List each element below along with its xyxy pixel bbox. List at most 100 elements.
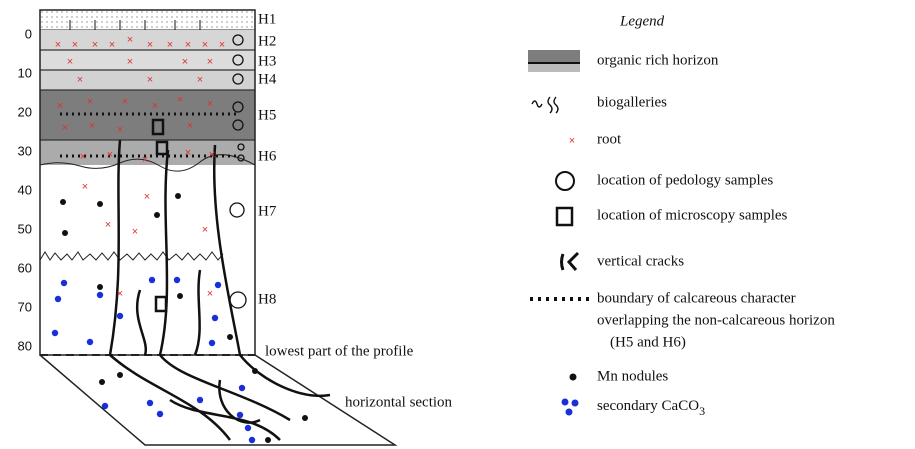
- caco3-nodule: [208, 339, 216, 347]
- depth-label: 70: [18, 299, 32, 314]
- root: ×: [109, 39, 115, 51]
- mn-nodule: [97, 284, 103, 290]
- horizon-label: H5: [258, 107, 276, 123]
- root: ×: [62, 122, 68, 134]
- root: ×: [219, 39, 225, 51]
- root: ×: [185, 147, 191, 159]
- legend-label: biogalleries: [597, 94, 667, 110]
- depth-label: 30: [18, 143, 32, 158]
- depth-label: 40: [18, 182, 32, 197]
- root: ×: [144, 191, 150, 203]
- root: ×: [207, 56, 213, 68]
- horizon-label: H7: [258, 203, 277, 219]
- root: ×: [57, 100, 63, 112]
- pedology-samples: [229, 34, 247, 309]
- legend-symbol: [531, 96, 559, 114]
- caco3-nodule: [148, 276, 156, 284]
- legend: Legend × organic rich horizon biogalleri…: [528, 13, 835, 418]
- section-label: horizontal section: [345, 394, 453, 410]
- calcareous-boundary: [60, 112, 240, 158]
- microscopy-sample: [154, 295, 168, 313]
- caco3-nodule: [116, 312, 124, 320]
- legend-symbol: [555, 171, 575, 191]
- caco3-nodule: [51, 329, 59, 337]
- caco3-nodule: [244, 424, 252, 432]
- mn-nodule: [62, 230, 68, 236]
- mn-nodule: [265, 437, 271, 443]
- depth-label: 80: [18, 338, 32, 353]
- legend-label: organic rich horizon: [597, 52, 719, 68]
- mn-nodule: [154, 212, 160, 218]
- root: ×: [55, 39, 61, 51]
- microscopy-sample: [155, 140, 169, 156]
- legend-label: location of pedology samples: [597, 172, 773, 188]
- root: ×: [77, 74, 83, 86]
- root: ×: [147, 39, 153, 51]
- legend-label: root: [597, 131, 622, 147]
- legend-symbol: [528, 50, 580, 63]
- legend-label: overlapping the non-calcareous horizon: [597, 312, 835, 328]
- root: ×: [187, 120, 193, 132]
- legend-symbol: [528, 63, 580, 72]
- root: ×: [89, 120, 95, 132]
- caco3-nodule: [54, 295, 62, 303]
- depth-label: 60: [18, 260, 32, 275]
- legend-label: vertical cracks: [597, 253, 684, 269]
- caco3-nodule: [146, 399, 154, 407]
- root: ×: [185, 39, 191, 51]
- caco3-nodule: [173, 276, 181, 284]
- legend-label: Mn nodules: [597, 368, 668, 384]
- root: ×: [117, 124, 123, 136]
- horizon-h1: [39, 9, 256, 31]
- legend-label: location of microscopy samples: [597, 207, 788, 223]
- horizon-h4: [40, 70, 255, 90]
- horizon-label: H1: [258, 11, 276, 27]
- bottom-label: lowest part of the profile: [265, 343, 414, 359]
- crack: [108, 139, 242, 356]
- mn-nodule: [177, 293, 183, 299]
- legend-title: Legend: [619, 13, 665, 29]
- root: ×: [152, 100, 158, 112]
- root: ×: [127, 56, 133, 68]
- mn-nodule: [99, 379, 105, 385]
- soil-profile: × × × × × × × × × × × × × × × × × × × × × × × × × × × × × × × × × × × × × × ×: [39, 9, 398, 446]
- legend-symbol: [561, 398, 579, 416]
- crack: [109, 354, 331, 441]
- caco3-nodule: [211, 314, 219, 322]
- root: ×: [167, 39, 173, 51]
- horizon-h2: [40, 30, 255, 50]
- mn-nodules: [60, 193, 308, 443]
- root: ×: [82, 181, 88, 193]
- root: ×: [209, 149, 215, 161]
- legend-label: secondary CaCO3: [597, 398, 705, 417]
- root: ×: [202, 39, 208, 51]
- horizon-label: H3: [258, 53, 276, 69]
- caco3-nodule: [248, 436, 256, 444]
- legend-symbol: ×: [569, 135, 575, 147]
- root: ×: [142, 154, 148, 166]
- root: ×: [122, 96, 128, 108]
- boundary: [39, 251, 224, 261]
- caco3-nodule: [238, 384, 246, 392]
- roots: × × × × × × × × × × × × × × × × × × × × × × × × × × × × × × × × × × × × × × ×: [55, 34, 225, 300]
- caco3-nodule: [101, 402, 109, 410]
- caco3-nodules: [51, 276, 256, 444]
- root: ×: [207, 288, 213, 300]
- caco3-nodule: [96, 291, 104, 299]
- root: ×: [92, 39, 98, 51]
- horizon-label: H4: [258, 71, 277, 87]
- horizon-h3: [40, 50, 255, 70]
- depth-label: 10: [18, 65, 32, 80]
- root: ×: [80, 151, 86, 163]
- legend-label-text: secondary CaCO: [597, 398, 699, 414]
- caco3-nodule: [236, 411, 244, 419]
- root: ×: [202, 224, 208, 236]
- horizon-h5: [40, 90, 255, 140]
- legend-symbol: [569, 373, 577, 381]
- root: ×: [72, 39, 78, 51]
- depth-label: 50: [18, 221, 32, 236]
- biogallery: [69, 20, 201, 30]
- caco3-nodule: [196, 396, 204, 404]
- mn-nodule: [117, 372, 123, 378]
